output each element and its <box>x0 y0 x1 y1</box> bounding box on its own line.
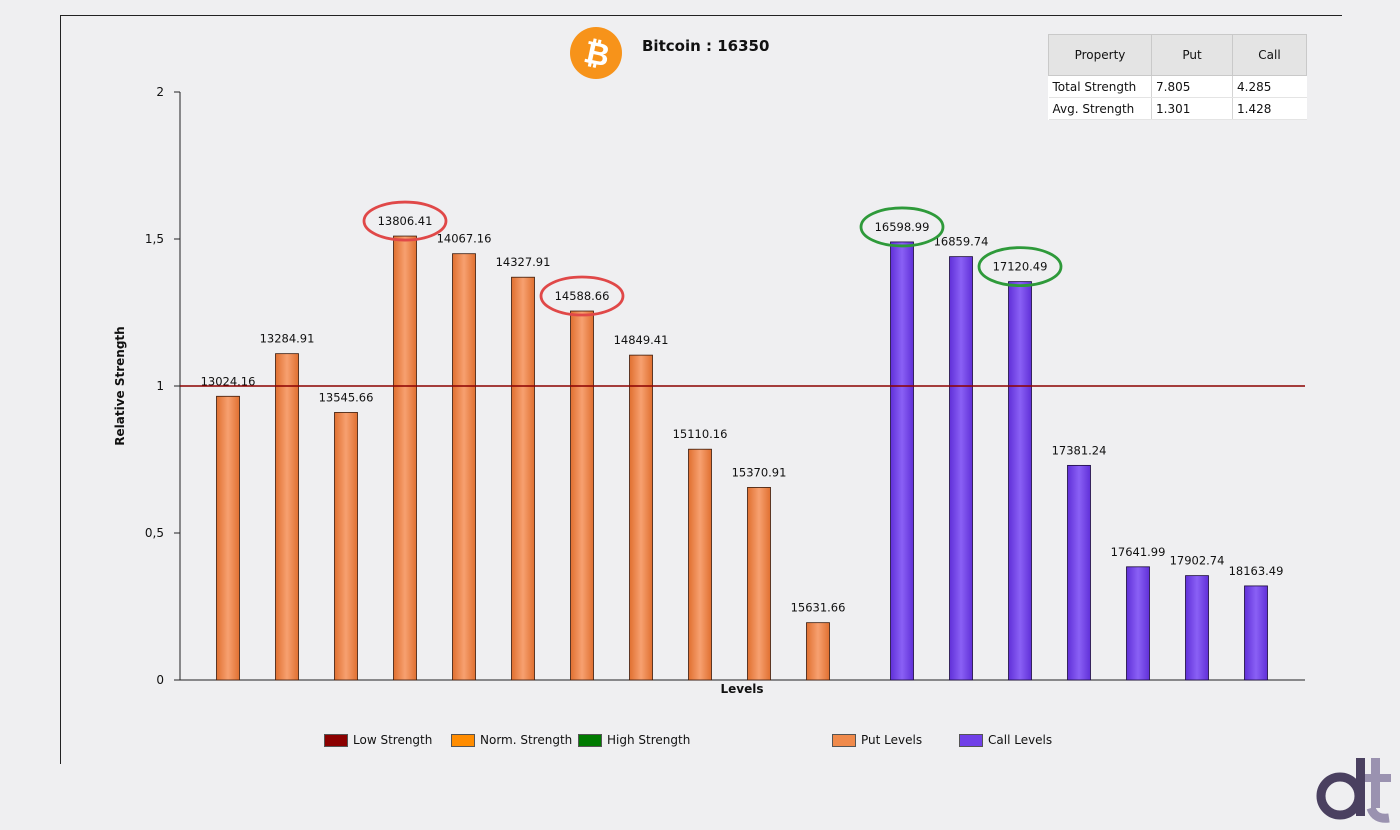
bar-value-label: 15370.91 <box>732 465 787 479</box>
table-cell: 1.428 <box>1232 97 1307 120</box>
y-tick-label: 1 <box>156 379 164 393</box>
table-row: Avg. Strength 1.301 1.428 <box>1048 97 1307 120</box>
highlight-ellipse <box>977 246 1063 288</box>
bar-value-label: 14327.91 <box>496 255 551 269</box>
bar-value-label: 17120.49 <box>993 260 1048 274</box>
property-table: Property Put Call Total Strength 7.805 4… <box>1048 34 1307 120</box>
x-axis-title: Levels <box>720 682 763 696</box>
bar <box>1067 464 1091 681</box>
highlight-ellipse <box>859 206 945 248</box>
bar <box>890 241 914 681</box>
legend-label: Put Levels <box>861 733 923 747</box>
legend-label: Norm. Strength <box>480 733 573 747</box>
bitcoin-icon: ₿ <box>570 27 622 79</box>
y-tick-label: 0,5 <box>145 526 164 540</box>
bar-value-label: 13545.66 <box>319 390 374 404</box>
dt-brand-logo <box>1316 758 1391 823</box>
bar-value-label: 17381.24 <box>1052 443 1107 457</box>
legend-swatch <box>324 733 348 747</box>
legend-swatch <box>832 733 856 747</box>
highlight-ellipse <box>362 200 448 242</box>
y-tick-label: 2 <box>156 85 164 99</box>
bar <box>747 487 771 681</box>
legend-item: Call Levels <box>959 733 1052 747</box>
table-cell: Total Strength <box>1048 75 1152 98</box>
bar <box>511 276 535 681</box>
bar <box>629 354 653 681</box>
bar-value-label: 14067.16 <box>437 232 492 246</box>
chart-header: ₿ Bitcoin : 16350 <box>570 26 769 80</box>
legend-label: Low Strength <box>353 733 433 747</box>
legend-item: Put Levels <box>832 733 922 747</box>
chart-title: Bitcoin : 16350 <box>642 37 770 55</box>
bar <box>1126 566 1150 681</box>
bar <box>688 448 712 681</box>
header-call: Call <box>1232 34 1307 76</box>
header-property: Property <box>1048 34 1152 76</box>
chart-legend: Low Strength Norm. Strength High Strength P… <box>0 733 1400 751</box>
bar <box>1244 585 1268 681</box>
bar <box>452 253 476 681</box>
header-put: Put <box>1151 34 1233 76</box>
bar-value-label: 16598.99 <box>875 220 930 234</box>
y-tick-label: 1,5 <box>145 232 164 246</box>
legend-item: Low Strength <box>324 733 432 747</box>
bar-value-label: 14849.41 <box>614 333 669 347</box>
legend-swatch <box>578 733 602 747</box>
bar <box>216 395 240 681</box>
bar-value-label: 16859.74 <box>934 235 989 249</box>
bar-value-label: 17641.99 <box>1111 545 1166 559</box>
legend-label: Call Levels <box>988 733 1053 747</box>
highlight-ellipse <box>539 275 625 317</box>
table-header-row: Property Put Call <box>1048 34 1307 76</box>
legend-item: Norm. Strength <box>451 733 572 747</box>
legend-label: High Strength <box>607 733 691 747</box>
bar <box>806 622 830 681</box>
bar-value-label: 18163.49 <box>1229 564 1284 578</box>
bar-value-label: 15631.66 <box>791 601 846 615</box>
table-row: Total Strength 7.805 4.285 <box>1048 75 1307 98</box>
table-cell: 4.285 <box>1232 75 1307 98</box>
bar <box>949 256 973 681</box>
y-axis-title: Relative Strength <box>113 326 127 445</box>
bar-value-label: 13024.16 <box>201 374 256 388</box>
table-cell: 7.805 <box>1151 75 1233 98</box>
bar <box>1008 281 1032 681</box>
table-cell: Avg. Strength <box>1048 97 1152 120</box>
legend-swatch <box>451 733 475 747</box>
legend-swatch <box>959 733 983 747</box>
bar <box>275 353 299 681</box>
table-cell: 1.301 <box>1151 97 1233 120</box>
bar <box>334 412 358 681</box>
bar-value-label: 15110.16 <box>673 427 728 441</box>
bar-value-label: 17902.74 <box>1170 554 1225 568</box>
y-tick-label: 0 <box>156 673 164 687</box>
bar-value-label: 13806.41 <box>378 214 433 228</box>
bar-value-label: 13284.91 <box>260 332 315 346</box>
bar <box>1185 575 1209 681</box>
chart-frame <box>60 15 1342 764</box>
bar-value-label: 14588.66 <box>555 289 610 303</box>
legend-item: High Strength <box>578 733 690 747</box>
bar <box>570 310 594 681</box>
bar <box>393 235 417 681</box>
